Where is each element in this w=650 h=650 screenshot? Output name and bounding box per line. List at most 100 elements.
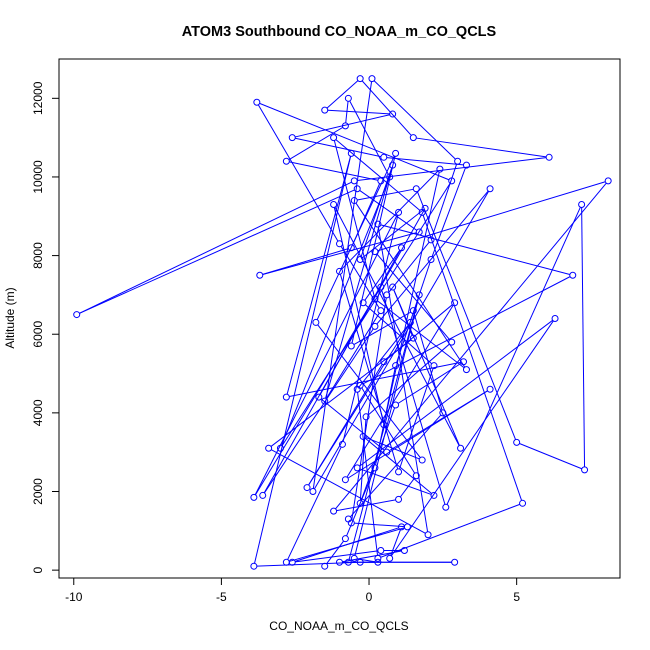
- series-segment: [581, 207, 586, 467]
- data-point: [309, 488, 317, 495]
- series-segment: [254, 156, 352, 564]
- series-segment: [364, 249, 401, 301]
- data-point: [350, 177, 358, 185]
- series-segment: [270, 339, 412, 447]
- data-point: [448, 338, 456, 346]
- series-segment: [355, 202, 466, 368]
- data-point: [545, 153, 553, 161]
- data-point: [392, 362, 400, 370]
- data-point: [551, 315, 559, 322]
- y-tick-label: 10000: [31, 160, 45, 194]
- series-segment: [381, 289, 446, 505]
- series-segment: [349, 100, 389, 175]
- data-point: [371, 248, 379, 256]
- data-point: [448, 177, 456, 185]
- series-segment: [317, 324, 421, 458]
- data-point: [604, 177, 612, 185]
- data-point: [315, 393, 323, 401]
- y-tick-label: 8000: [31, 242, 45, 269]
- data-point: [356, 499, 364, 507]
- series-segment: [353, 311, 411, 345]
- data-point: [282, 393, 290, 401]
- series-segment: [281, 179, 390, 446]
- data-point: [359, 432, 367, 440]
- data-point: [400, 546, 408, 554]
- series-segment: [413, 313, 443, 411]
- data-point: [436, 165, 444, 173]
- series-segment: [335, 139, 421, 211]
- data-point: [415, 291, 423, 299]
- series-segment: [286, 156, 352, 395]
- series-segment: [326, 540, 345, 565]
- series-segment: [259, 102, 450, 181]
- series-segment: [368, 343, 450, 416]
- data-point: [259, 491, 267, 499]
- data-point: [430, 362, 438, 370]
- data-point: [368, 75, 376, 83]
- data-point: [344, 515, 352, 523]
- data-point: [265, 444, 273, 452]
- series-segment: [271, 449, 426, 534]
- series-segment: [365, 437, 432, 494]
- data-point: [347, 342, 355, 350]
- x-tick-label: -10: [65, 590, 83, 604]
- series-segment: [351, 156, 396, 344]
- series-segment: [390, 529, 401, 556]
- series-segment: [320, 398, 385, 451]
- data-point: [276, 444, 284, 452]
- y-tick-label: 2000: [31, 478, 45, 505]
- data-point: [336, 558, 343, 566]
- series-segment: [348, 297, 419, 560]
- data-point: [341, 476, 349, 484]
- data-point: [409, 307, 417, 315]
- series-segment: [79, 181, 352, 314]
- series-segment: [377, 181, 606, 252]
- series-segment: [335, 182, 607, 510]
- data-point: [409, 334, 417, 342]
- data-point: [250, 493, 258, 501]
- data-point: [330, 200, 338, 208]
- data-point: [412, 472, 420, 480]
- x-axis-label: CO_NOAA_m_CO_QCLS: [269, 619, 408, 633]
- data-point: [519, 499, 527, 507]
- data-point: [409, 134, 417, 142]
- series-segment: [393, 289, 413, 336]
- series-segment: [446, 207, 581, 505]
- data-point: [427, 236, 435, 244]
- data-point: [253, 98, 261, 106]
- data-point: [359, 299, 367, 307]
- series-segment: [289, 161, 379, 181]
- series-segment: [373, 80, 456, 160]
- series-segment: [354, 297, 419, 556]
- series-segment: [383, 171, 440, 422]
- data-point: [389, 161, 397, 169]
- y-tick-label: 12000: [31, 81, 45, 115]
- data-point: [395, 468, 403, 476]
- data-point: [353, 464, 361, 472]
- series-segment: [359, 190, 418, 231]
- series-segment: [327, 109, 390, 115]
- series-segment: [263, 328, 374, 494]
- series-segment: [397, 362, 462, 404]
- axes-layer: -10 -5 0 5 0 2000 4000 6000 8000 10000 12000: [31, 81, 520, 604]
- series-segment: [341, 170, 439, 270]
- series-segment: [362, 276, 571, 385]
- data-point: [454, 157, 462, 165]
- series-segment: [326, 80, 359, 109]
- series-segment: [359, 319, 553, 467]
- series-segment: [422, 215, 523, 501]
- series-segment: [294, 527, 399, 562]
- series-segment: [386, 157, 464, 166]
- series-segment: [295, 550, 378, 563]
- data-point: [383, 448, 391, 456]
- data-point: [451, 299, 459, 307]
- data-point: [430, 491, 438, 499]
- series-segment: [359, 419, 367, 501]
- data-point: [395, 495, 403, 503]
- data-point: [392, 149, 400, 157]
- data-point: [336, 267, 343, 275]
- series-segment: [376, 253, 451, 341]
- series-segment: [431, 163, 458, 238]
- data-point: [415, 228, 423, 236]
